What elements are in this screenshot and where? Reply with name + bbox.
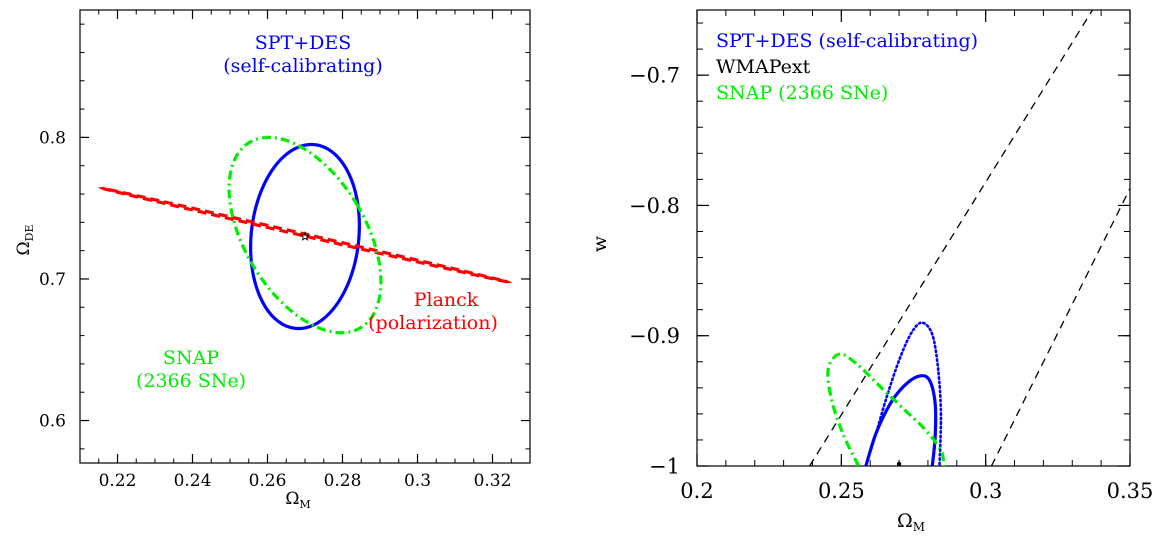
plot-frame [696, 9, 1131, 467]
spt-des-annotation-line-2: (self-calibrating) [223, 55, 382, 77]
series-snap-2366-sne [227, 135, 383, 335]
planck-annotation-line-1: Planck [414, 289, 479, 311]
w-vs-omega-m-panel: 0.2 0.25 0.3 0.35 −1 −0.9 −0.8 −0.7 ΩM w SPT+D… [589, 9, 1153, 534]
snap-annotation-line-1: SNAP [163, 347, 219, 369]
x-tick-label: 0.25 [818, 479, 865, 503]
x-tick-labels: 0.2 0.25 0.3 0.35 [680, 479, 1153, 503]
x-tick-label: 0.3 [969, 479, 1002, 503]
x-tick-label: 0.3 [404, 471, 431, 491]
y-axis-label-main: Ω [14, 241, 34, 255]
y-tick-label: 0.8 [39, 128, 66, 148]
fiducial-point [896, 461, 902, 467]
series-spt-des-no-self-calibration [864, 321, 943, 466]
x-tick-labels: 0.22 0.24 0.26 0.28 0.3 0.32 [99, 471, 512, 491]
planck-annotation-line-2: (polarization) [368, 312, 498, 334]
series-spt-des-self-calibrating [249, 142, 361, 331]
x-axis-label-main: Ω [897, 510, 913, 532]
fiducial-marker [896, 461, 902, 467]
y-axis-label: ΩDE [14, 225, 36, 256]
y-tick-labels: −1 −0.9 −0.8 −0.7 [629, 63, 680, 478]
axis-ticks [696, 10, 1131, 467]
y-tick-label: −1 [649, 454, 680, 478]
x-tick-label: 0.2 [680, 479, 713, 503]
x-tick-label: 0.35 [1107, 479, 1154, 503]
x-tick-label: 0.26 [249, 471, 287, 491]
axis-ticks [79, 10, 531, 463]
x-tick-label: 0.24 [174, 471, 212, 491]
x-axis-label-main: Ω [285, 489, 299, 509]
y-tick-labels: 0.6 0.7 0.8 [39, 128, 66, 431]
x-axis-label: ΩM [897, 510, 925, 534]
y-tick-label: 0.6 [39, 411, 66, 431]
series-wmapext-right-bound [990, 188, 1130, 466]
legend-entry-spt-des: SPT+DES (self-calibrating) [716, 30, 978, 52]
x-tick-label: 0.28 [324, 471, 362, 491]
contour-series [809, 10, 1130, 466]
y-tick-label: −0.9 [629, 324, 680, 348]
x-tick-label: 0.22 [99, 471, 137, 491]
snap-annotation-line-2: (2366 SNe) [136, 370, 246, 392]
series-wmapext-left-bound [809, 10, 1094, 466]
series-spt-des-self-calibrating [864, 374, 938, 466]
contour-series [97, 135, 513, 335]
y-axis-label-sub: DE [23, 225, 36, 242]
y-tick-label: −0.8 [629, 194, 680, 218]
spt-des-annotation-line-1: SPT+DES [255, 32, 352, 54]
plot-frame [79, 9, 531, 464]
fiducial-marker [299, 231, 311, 241]
fiducial-star [299, 231, 311, 241]
legend-entry-snap: SNAP (2366 SNe) [716, 82, 888, 104]
y-axis-label: w [589, 235, 611, 252]
series-planck-polarization [97, 186, 513, 284]
x-axis-label-sub: M [913, 520, 925, 534]
y-tick-label: −0.7 [629, 63, 680, 87]
x-tick-label: 0.32 [474, 471, 512, 491]
legend-entry-wmapext: WMAPext [716, 56, 811, 78]
series-snap-2366-sne [826, 352, 946, 466]
legend: SPT+DES (self-calibrating) WMAPext SNAP … [716, 30, 978, 104]
x-axis-label-sub: M [299, 498, 310, 511]
y-tick-label: 0.7 [39, 270, 66, 290]
omega-de-vs-omega-m-panel: 0.22 0.24 0.26 0.28 0.3 0.32 0.60.70.8 ΩM ΩDE… [14, 9, 531, 511]
x-axis-label: ΩM [285, 489, 310, 511]
